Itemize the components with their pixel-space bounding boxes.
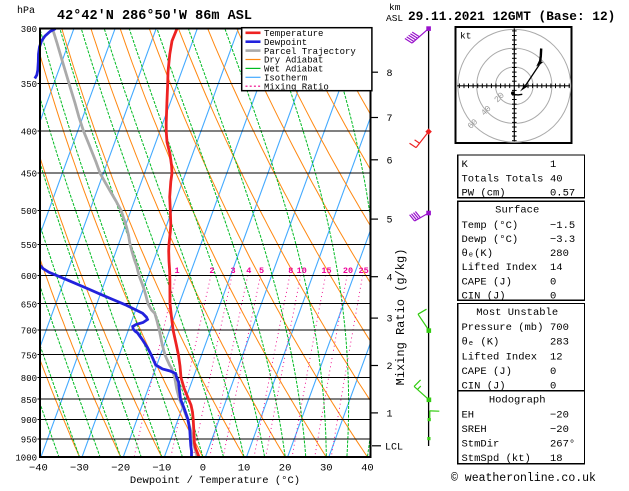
svg-text:8: 8 bbox=[288, 266, 293, 276]
svg-text:3: 3 bbox=[230, 266, 235, 276]
svg-text:650: 650 bbox=[21, 300, 37, 310]
svg-text:LCL: LCL bbox=[385, 443, 403, 454]
svg-text:K: K bbox=[462, 159, 469, 171]
svg-text:2: 2 bbox=[209, 266, 214, 276]
svg-text:Pressure (mb): Pressure (mb) bbox=[462, 322, 544, 334]
svg-text:30: 30 bbox=[320, 463, 333, 475]
svg-text:0: 0 bbox=[200, 463, 206, 475]
svg-text:2: 2 bbox=[387, 362, 393, 373]
svg-text:950: 950 bbox=[21, 435, 37, 445]
svg-text:hPa: hPa bbox=[17, 5, 35, 17]
svg-text:© weatheronline.co.uk: © weatheronline.co.uk bbox=[451, 472, 596, 485]
svg-text:12: 12 bbox=[550, 351, 563, 363]
svg-text:700: 700 bbox=[550, 322, 569, 334]
svg-text:Dewpoint / Temperature (°C): Dewpoint / Temperature (°C) bbox=[130, 475, 300, 486]
svg-text:25: 25 bbox=[358, 266, 368, 276]
svg-text:−3.3: −3.3 bbox=[550, 234, 575, 246]
svg-text:0: 0 bbox=[550, 276, 556, 288]
svg-text:EH: EH bbox=[462, 410, 475, 422]
svg-text:5: 5 bbox=[259, 266, 264, 276]
svg-text:−30: −30 bbox=[70, 463, 89, 475]
svg-text:ASL: ASL bbox=[386, 13, 403, 24]
svg-text:Totals Totals: Totals Totals bbox=[462, 173, 544, 185]
svg-text:Temp (°C): Temp (°C) bbox=[462, 220, 519, 232]
svg-text:850: 850 bbox=[21, 396, 37, 406]
svg-text:0: 0 bbox=[550, 366, 556, 378]
svg-text:14: 14 bbox=[550, 262, 563, 274]
svg-text:CIN (J): CIN (J) bbox=[462, 291, 506, 303]
svg-text:−20: −20 bbox=[550, 424, 569, 436]
svg-text:kt: kt bbox=[460, 31, 471, 42]
svg-text:700: 700 bbox=[21, 327, 37, 337]
svg-text:900: 900 bbox=[21, 416, 37, 426]
svg-text:km: km bbox=[389, 2, 401, 13]
svg-text:CAPE (J): CAPE (J) bbox=[462, 276, 512, 288]
svg-text:1: 1 bbox=[387, 410, 393, 421]
svg-text:280: 280 bbox=[550, 248, 569, 260]
svg-text:Hodograph: Hodograph bbox=[489, 395, 546, 407]
svg-text:20: 20 bbox=[343, 266, 353, 276]
svg-text:−10: −10 bbox=[152, 463, 171, 475]
svg-text:Dewp (°C): Dewp (°C) bbox=[462, 234, 519, 246]
svg-text:6: 6 bbox=[387, 156, 393, 167]
svg-text:267°: 267° bbox=[550, 439, 575, 451]
svg-text:42°42'N 286°50'W 86m ASL: 42°42'N 286°50'W 86m ASL bbox=[57, 9, 252, 24]
svg-text:7: 7 bbox=[387, 114, 393, 125]
svg-text:10: 10 bbox=[297, 266, 307, 276]
svg-text:8: 8 bbox=[387, 69, 393, 80]
svg-text:SREH: SREH bbox=[462, 424, 487, 436]
svg-text:CAPE (J): CAPE (J) bbox=[462, 366, 512, 378]
svg-text:15: 15 bbox=[321, 266, 331, 276]
svg-text:40: 40 bbox=[550, 173, 563, 185]
svg-text:400: 400 bbox=[21, 128, 37, 138]
svg-text:−1.5: −1.5 bbox=[550, 220, 575, 232]
svg-text:Lifted Index: Lifted Index bbox=[462, 262, 538, 274]
svg-text:StmSpd (kt): StmSpd (kt) bbox=[462, 453, 531, 465]
svg-text:10: 10 bbox=[238, 463, 251, 475]
svg-text:0.57: 0.57 bbox=[550, 187, 575, 199]
svg-text:600: 600 bbox=[21, 272, 37, 282]
svg-text:800: 800 bbox=[21, 374, 37, 384]
svg-text:5: 5 bbox=[387, 216, 393, 227]
svg-text:40: 40 bbox=[361, 463, 374, 475]
svg-text:PW (cm): PW (cm) bbox=[462, 187, 506, 199]
svg-text:300: 300 bbox=[21, 25, 37, 35]
svg-text:500: 500 bbox=[21, 207, 37, 217]
svg-text:20: 20 bbox=[279, 463, 292, 475]
svg-text:Mixing Ratio: Mixing Ratio bbox=[264, 82, 329, 92]
svg-text:StmDir: StmDir bbox=[462, 439, 500, 451]
svg-text:283: 283 bbox=[550, 337, 569, 349]
svg-text:29.11.2021 12GMT (Base: 12): 29.11.2021 12GMT (Base: 12) bbox=[408, 9, 615, 24]
svg-text:3: 3 bbox=[387, 315, 393, 326]
svg-text:Surface: Surface bbox=[495, 205, 539, 217]
svg-text:350: 350 bbox=[21, 80, 37, 90]
svg-text:750: 750 bbox=[21, 351, 37, 361]
svg-text:θₑ (K): θₑ (K) bbox=[462, 337, 500, 349]
svg-text:θₑ(K): θₑ(K) bbox=[462, 248, 494, 260]
svg-text:Most Unstable: Most Unstable bbox=[476, 307, 558, 319]
svg-text:4: 4 bbox=[387, 273, 393, 284]
svg-text:−40: −40 bbox=[29, 463, 48, 475]
svg-text:1: 1 bbox=[174, 266, 179, 276]
svg-text:−20: −20 bbox=[111, 463, 130, 475]
svg-text:−20: −20 bbox=[550, 410, 569, 422]
svg-text:18: 18 bbox=[550, 453, 563, 465]
svg-text:4: 4 bbox=[246, 266, 251, 276]
svg-text:450: 450 bbox=[21, 170, 37, 180]
svg-text:1: 1 bbox=[550, 159, 556, 171]
svg-text:0: 0 bbox=[550, 291, 556, 303]
svg-text:550: 550 bbox=[21, 241, 37, 251]
svg-text:Lifted Index: Lifted Index bbox=[462, 351, 538, 363]
svg-text:Mixing Ratio (g/kg): Mixing Ratio (g/kg) bbox=[394, 249, 408, 386]
